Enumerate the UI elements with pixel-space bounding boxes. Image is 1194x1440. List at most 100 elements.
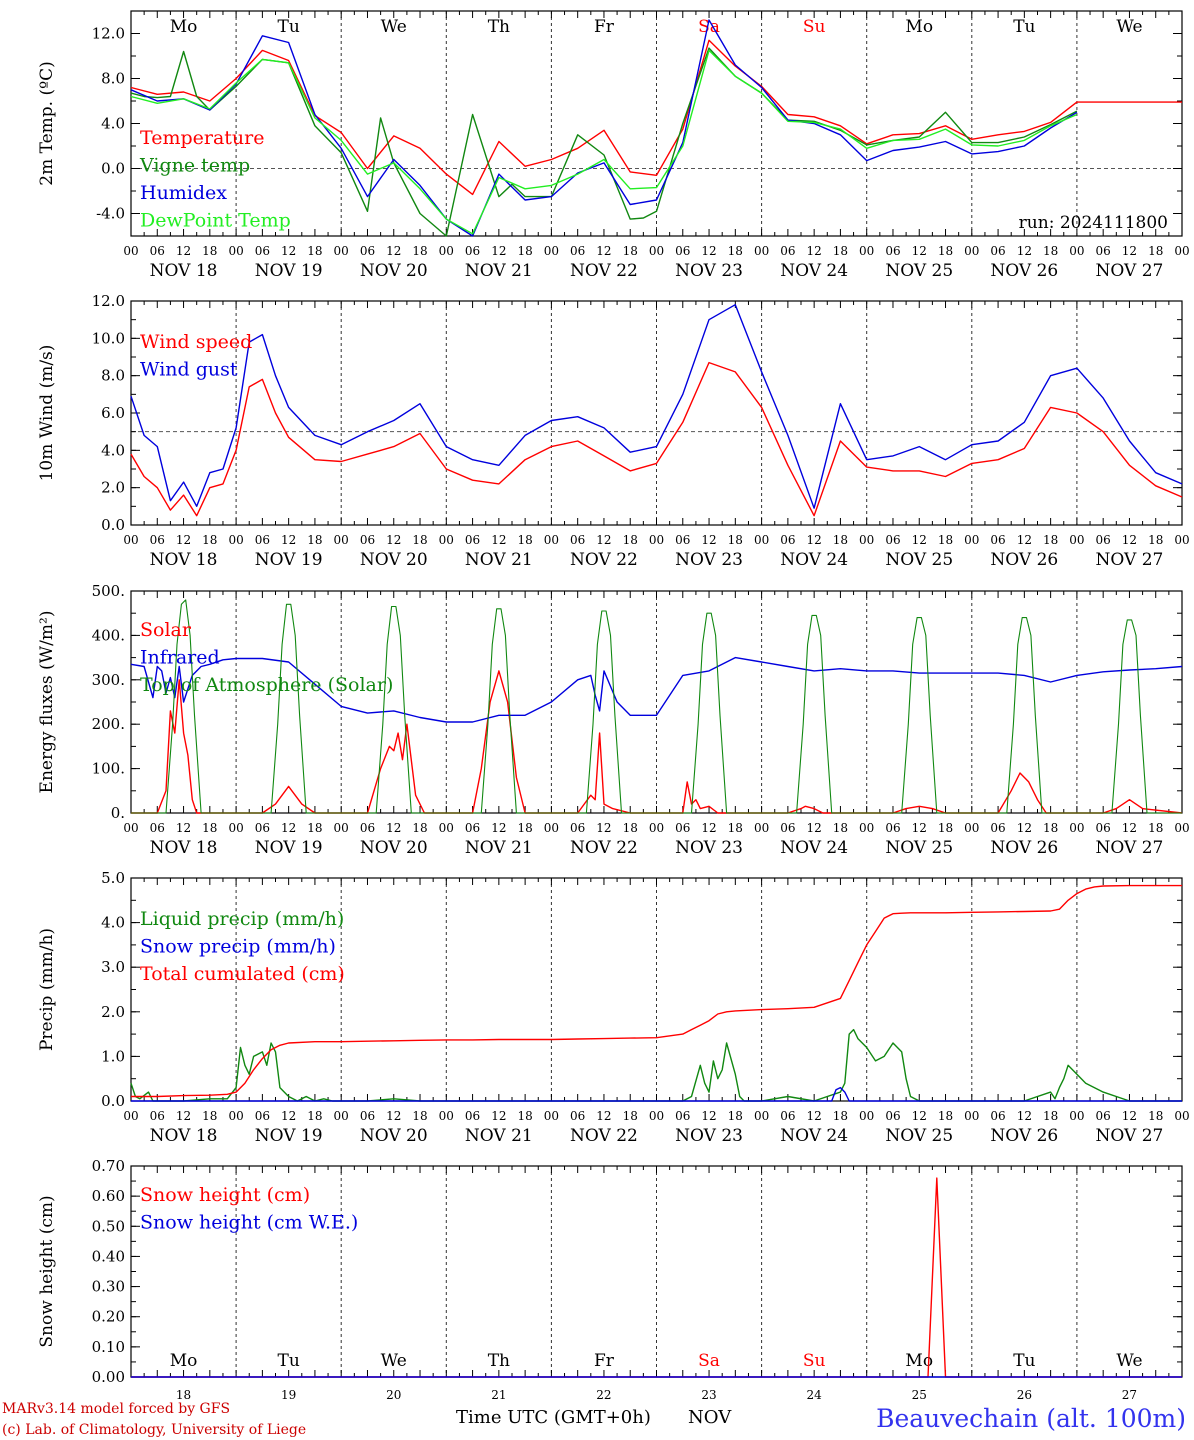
hour-label: 18 xyxy=(938,821,953,835)
day-number-label: 25 xyxy=(912,1388,927,1402)
hour-label: 06 xyxy=(780,1109,795,1123)
hour-label: 12 xyxy=(281,1109,296,1123)
series-line-1 xyxy=(130,361,1183,517)
hour-label: 12 xyxy=(176,821,191,835)
hour-label: 00 xyxy=(228,533,243,547)
hour-label: 18 xyxy=(1043,821,1058,835)
hour-label: 06 xyxy=(990,244,1005,258)
hour-label: 00 xyxy=(228,821,243,835)
hour-label: 06 xyxy=(465,821,480,835)
hour-label: 18 xyxy=(1148,1109,1163,1123)
date-label: NOV 20 xyxy=(360,1126,428,1146)
day-label: Tu xyxy=(278,1351,300,1371)
hour-label: 06 xyxy=(360,1109,375,1123)
x-axis-month: NOV xyxy=(688,1407,732,1428)
hour-label: 00 xyxy=(123,821,138,835)
legend-entry-2: Snow precip (mm/h) xyxy=(140,936,336,958)
hour-label: 06 xyxy=(780,533,795,547)
date-label: NOV 24 xyxy=(780,261,848,281)
y-tick-label: 12.0 xyxy=(92,25,125,43)
y-axis-label: Snow height (cm) xyxy=(37,1195,57,1347)
date-label: NOV 27 xyxy=(1096,838,1164,858)
hour-label: 06 xyxy=(990,1109,1005,1123)
hour-label: 00 xyxy=(859,244,874,258)
hour-label: 18 xyxy=(412,533,427,547)
hour-label: 00 xyxy=(754,533,769,547)
y-tick-label: 300. xyxy=(92,671,125,689)
hour-label: 06 xyxy=(990,821,1005,835)
hour-label: 18 xyxy=(1043,244,1058,258)
date-label: NOV 21 xyxy=(465,261,533,281)
y-tick-label: 0.00 xyxy=(92,1368,125,1386)
legend-entry-2: Vigne temp xyxy=(139,155,250,177)
hour-label: 00 xyxy=(1069,821,1084,835)
hour-label: 18 xyxy=(728,533,743,547)
hour-label: 00 xyxy=(334,821,349,835)
panel-4: 5.0 4.0 3.0 2.0 1.0 0.0 Precip (mm/h) 00 06 12 18 0… xyxy=(37,869,1190,1146)
date-label: NOV 23 xyxy=(675,550,743,570)
y-tick-label: 0. xyxy=(111,804,125,822)
hour-label: 18 xyxy=(202,1109,217,1123)
hour-label: 12 xyxy=(912,821,927,835)
series-line-3 xyxy=(131,884,1182,1098)
y-tick-label: 0.0 xyxy=(101,516,125,534)
hour-label: 06 xyxy=(885,1109,900,1123)
hour-label: 18 xyxy=(833,533,848,547)
hour-label: 18 xyxy=(412,244,427,258)
date-label: NOV 19 xyxy=(255,261,323,281)
hour-label: 00 xyxy=(228,1109,243,1123)
date-label: NOV 20 xyxy=(360,838,428,858)
day-number-label: 24 xyxy=(807,1388,823,1402)
hour-label: 06 xyxy=(675,244,690,258)
date-label: NOV 26 xyxy=(990,261,1058,281)
day-label: We xyxy=(1116,17,1142,37)
day-label: Mo xyxy=(170,1351,198,1371)
series-line-2 xyxy=(130,304,1183,509)
hour-label: 06 xyxy=(360,821,375,835)
hour-label: 12 xyxy=(596,1109,611,1123)
hour-label: 00 xyxy=(1174,821,1189,835)
hour-label: 06 xyxy=(885,533,900,547)
y-tick-label: 400. xyxy=(92,626,125,644)
hour-label: 06 xyxy=(780,821,795,835)
day-number-label: 18 xyxy=(176,1388,191,1402)
series-line-1 xyxy=(130,39,1182,196)
day-label: Su xyxy=(803,1351,826,1371)
day-number-label: 27 xyxy=(1122,1388,1137,1402)
hour-label: 00 xyxy=(334,244,349,258)
hour-label: 12 xyxy=(1122,533,1137,547)
x-axis-label: Time UTC (GMT+0h) xyxy=(456,1407,651,1428)
hour-label: 12 xyxy=(807,821,822,835)
hour-label: 12 xyxy=(807,244,822,258)
hour-label: 00 xyxy=(1069,533,1084,547)
legend-entry-1: Solar xyxy=(140,619,192,641)
y-tick-label: 3.0 xyxy=(101,958,125,976)
hour-label: 12 xyxy=(807,1109,822,1123)
hour-label: 12 xyxy=(1122,244,1137,258)
y-tick-label: 0.60 xyxy=(92,1187,125,1205)
series-line-2 xyxy=(130,656,1183,723)
hour-label: 18 xyxy=(517,533,532,547)
hour-label: 06 xyxy=(255,533,270,547)
hour-label: 00 xyxy=(1174,1109,1189,1123)
date-label: NOV 23 xyxy=(675,1126,743,1146)
date-label: NOV 22 xyxy=(570,838,638,858)
hour-label: 06 xyxy=(150,1109,165,1123)
day-number-label: 26 xyxy=(1017,1388,1032,1402)
hour-label: 06 xyxy=(570,533,585,547)
hour-label: 00 xyxy=(439,821,454,835)
hour-label: 06 xyxy=(465,1109,480,1123)
y-tick-label: 100. xyxy=(92,760,125,778)
hour-label: 00 xyxy=(649,821,664,835)
hour-label: 06 xyxy=(150,244,165,258)
day-label: Mo xyxy=(905,17,933,37)
y-tick-label: 0.20 xyxy=(92,1308,125,1326)
hour-label: 06 xyxy=(150,821,165,835)
y-tick-label: 0.0 xyxy=(101,1092,125,1110)
day-label: Th xyxy=(488,17,510,37)
hour-label: 12 xyxy=(701,533,716,547)
hour-label: 06 xyxy=(1096,244,1111,258)
day-label: Mo xyxy=(170,17,198,37)
hour-label: 00 xyxy=(649,533,664,547)
y-tick-label: -4.0 xyxy=(96,205,125,223)
